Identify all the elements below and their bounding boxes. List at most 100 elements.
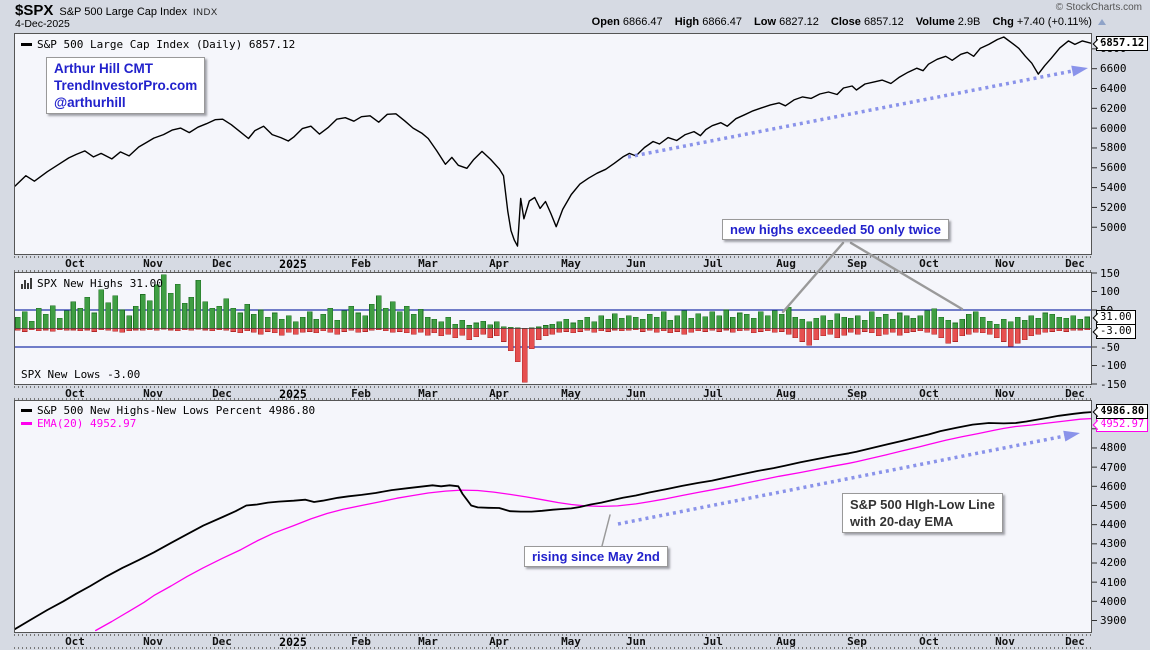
author-site: TrendInvestorPro.com <box>54 78 198 93</box>
month-label: Dec <box>1065 635 1085 648</box>
y-axis-label: 4400 <box>1100 518 1127 531</box>
month-label: Oct <box>65 635 85 648</box>
new-lows-label: SPX New Lows -3.00 <box>21 368 140 381</box>
high-label: High <box>674 16 700 28</box>
stockcharts-credit: © StockCharts.com <box>1055 2 1142 13</box>
ema-legend-text: EMA(20) 4952.97 <box>37 417 137 430</box>
month-label: Dec <box>212 387 232 400</box>
month-label: Nov <box>143 387 163 400</box>
volume-label: Volume <box>915 16 955 28</box>
month-label: Aug <box>776 387 796 400</box>
month-label: Aug <box>776 635 796 648</box>
y-axis-label: 4500 <box>1100 499 1127 512</box>
date-axis-bottom: Oct Nov Dec 2025 Feb Mar Apr May Jun Jul Aug Sep Oct… <box>14 634 1092 649</box>
high-value: 6866.47 <box>702 16 742 28</box>
ticker-symbol: $SPX <box>15 2 54 19</box>
high-low-line-annotation: S&P 500 HIgh-Low Line with 20-day EMA <box>842 493 1003 533</box>
close-label: Close <box>830 16 861 28</box>
month-label: 2025 <box>279 257 307 271</box>
month-label: May <box>561 387 581 400</box>
y-axis-label: 4700 <box>1100 461 1127 474</box>
month-label: 2025 <box>279 635 307 649</box>
y-axis-label: 6200 <box>1100 102 1127 115</box>
volume-value: 2.9B <box>957 16 981 28</box>
month-label: Dec <box>1065 387 1085 400</box>
y-axis-label: 6600 <box>1100 62 1127 75</box>
ticker-name: S&P 500 Large Cap Index <box>59 6 187 18</box>
price-line-swatch <box>21 43 32 46</box>
new-lows-value-callout: -3.00 <box>1096 324 1136 339</box>
histogram-icon <box>21 278 32 289</box>
month-label: Feb <box>351 635 371 648</box>
change-value: +7.40 (+0.11%) <box>1016 16 1092 28</box>
date-axis-top: Oct Nov Dec 2025 Feb Mar Apr May Jun Jul Aug Sep Oct… <box>14 256 1092 272</box>
month-label: Oct <box>919 635 939 648</box>
month-label: Dec <box>212 257 232 270</box>
ticker-exchange: INDX <box>192 7 218 18</box>
y-axis-label: 4600 <box>1100 480 1127 493</box>
new-highs-annotation: new highs exceeded 50 only twice <box>722 219 949 240</box>
low-label: Low <box>754 16 777 28</box>
y-axis-label: -100 <box>1100 359 1127 372</box>
y-axis-label: 5400 <box>1100 181 1127 194</box>
y-axis-label: 6000 <box>1100 122 1127 135</box>
month-label: May <box>561 635 581 648</box>
month-label: Sep <box>847 635 867 648</box>
month-label: Nov <box>995 257 1015 270</box>
new-highs-value-callout: 31.00 <box>1096 310 1136 325</box>
month-label: Feb <box>351 387 371 400</box>
month-label: Dec <box>1065 257 1085 270</box>
month-label: Jun <box>626 257 646 270</box>
month-label: Jun <box>626 387 646 400</box>
open-value: 6866.47 <box>622 16 663 28</box>
y-axis-label: 5000 <box>1100 221 1127 234</box>
ema-value-callout: 4952.97 <box>1096 417 1149 432</box>
high-low-value-callout: 4986.80 <box>1096 404 1149 419</box>
y-axis-label: 4000 <box>1100 595 1127 608</box>
rising-annotation: rising since May 2nd <box>524 546 668 567</box>
change-up-icon <box>1098 19 1106 25</box>
month-label: Apr <box>489 257 509 270</box>
new-highs-legend: SPX New Highs 31.00 <box>21 277 163 290</box>
month-label: Sep <box>847 257 867 270</box>
date-axis-middle: Oct Nov Dec 2025 Feb Mar Apr May Jun Jul Aug Sep Oct… <box>14 386 1092 401</box>
author-credit-box: Arthur Hill CMT TrendInvestorPro.com @ar… <box>46 57 206 114</box>
y-axis-label: -150 <box>1100 378 1127 391</box>
ema-line-swatch <box>21 422 32 425</box>
month-label: Jul <box>703 387 723 400</box>
price-value-callout: 6857.12 <box>1096 36 1149 51</box>
month-label: Dec <box>212 635 232 648</box>
month-label: Mar <box>418 387 438 400</box>
new-highs-lows-panel <box>14 272 1092 385</box>
high-low-line-swatch <box>21 409 32 412</box>
month-label: Nov <box>143 635 163 648</box>
price-legend: S&P 500 Large Cap Index (Daily) 6857.12 <box>21 38 295 51</box>
author-name: Arthur Hill CMT <box>54 61 153 76</box>
month-label: Oct <box>919 387 939 400</box>
y-axis-label: 100 <box>1100 285 1120 298</box>
y-axis-label: 4100 <box>1100 576 1127 589</box>
month-label: Nov <box>995 387 1015 400</box>
y-axis-label: 5200 <box>1100 201 1127 214</box>
y-axis-label: 4200 <box>1100 556 1127 569</box>
month-label: Aug <box>776 257 796 270</box>
y-axis-label: 3900 <box>1100 614 1127 627</box>
new-highs-lows-histogram <box>15 274 1091 383</box>
month-label: Mar <box>418 257 438 270</box>
month-label: Feb <box>351 257 371 270</box>
y-axis-label: 4800 <box>1100 441 1127 454</box>
month-label: May <box>561 257 581 270</box>
month-label: Sep <box>847 387 867 400</box>
month-label: Oct <box>65 257 85 270</box>
month-label: Apr <box>489 635 509 648</box>
month-label: Jul <box>703 257 723 270</box>
quote-bar: Open 6866.47 High 6866.47 Low 6827.12 Cl… <box>592 16 1106 28</box>
month-label: Apr <box>489 387 509 400</box>
high-low-line-legend: S&P 500 New Highs-New Lows Percent 4986.… <box>21 404 315 417</box>
new-lows-label-text: SPX New Lows -3.00 <box>21 368 141 381</box>
price-legend-text: S&P 500 Large Cap Index (Daily) 6857.12 <box>37 38 296 51</box>
month-label: Nov <box>995 635 1015 648</box>
chart-date: 4-Dec-2025 <box>15 18 70 30</box>
y-axis-label: 4300 <box>1100 537 1127 550</box>
month-label: Mar <box>418 635 438 648</box>
